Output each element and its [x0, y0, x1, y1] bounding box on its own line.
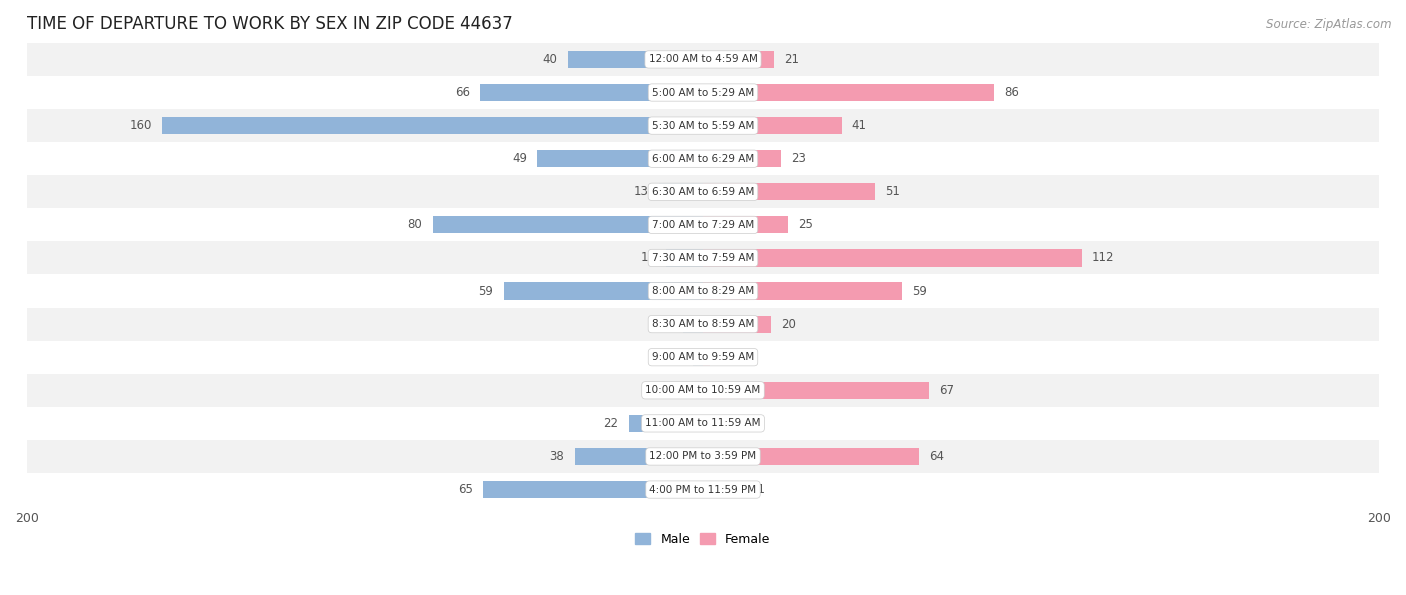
Bar [683, 315, 703, 333]
Bar [703, 150, 780, 167]
Text: 160: 160 [129, 119, 152, 132]
Text: 20: 20 [780, 318, 796, 331]
Text: 21: 21 [785, 53, 799, 66]
Text: 11: 11 [641, 252, 655, 264]
Text: 9:00 AM to 9:59 AM: 9:00 AM to 9:59 AM [652, 352, 754, 362]
Text: 12:00 AM to 4:59 AM: 12:00 AM to 4:59 AM [648, 54, 758, 64]
Bar [703, 183, 876, 201]
Bar [575, 448, 703, 465]
Bar [696, 382, 703, 399]
Text: 38: 38 [550, 450, 564, 463]
Bar [162, 117, 703, 134]
Text: TIME OF DEPARTURE TO WORK BY SEX IN ZIP CODE 44637: TIME OF DEPARTURE TO WORK BY SEX IN ZIP … [27, 15, 513, 33]
Bar [537, 150, 703, 167]
Text: 10:00 AM to 10:59 AM: 10:00 AM to 10:59 AM [645, 386, 761, 395]
Bar [27, 407, 1379, 440]
Bar [27, 341, 1379, 374]
Text: 112: 112 [1091, 252, 1114, 264]
Bar [703, 448, 920, 465]
Bar [703, 415, 730, 432]
Bar [27, 242, 1379, 274]
Text: 25: 25 [797, 218, 813, 231]
Bar [27, 374, 1379, 407]
Bar [703, 382, 929, 399]
Text: 8:00 AM to 8:29 AM: 8:00 AM to 8:29 AM [652, 286, 754, 296]
Bar [703, 481, 740, 498]
Text: 49: 49 [512, 152, 527, 165]
Bar [703, 216, 787, 233]
Bar [27, 142, 1379, 176]
Text: 64: 64 [929, 450, 945, 463]
Text: 6: 6 [665, 318, 672, 331]
Text: 11: 11 [751, 483, 765, 496]
Text: 5:00 AM to 5:29 AM: 5:00 AM to 5:29 AM [652, 87, 754, 98]
Bar [27, 208, 1379, 242]
Text: 11:00 AM to 11:59 AM: 11:00 AM to 11:59 AM [645, 418, 761, 428]
Bar [27, 76, 1379, 109]
Text: 12:00 PM to 3:59 PM: 12:00 PM to 3:59 PM [650, 452, 756, 462]
Text: 3: 3 [675, 350, 683, 364]
Text: 51: 51 [886, 185, 900, 198]
Bar [27, 274, 1379, 308]
Text: 6:30 AM to 6:59 AM: 6:30 AM to 6:59 AM [652, 187, 754, 197]
Bar [568, 51, 703, 68]
Bar [703, 249, 1081, 267]
Text: Source: ZipAtlas.com: Source: ZipAtlas.com [1267, 18, 1392, 31]
Text: 2: 2 [720, 350, 727, 364]
Bar [479, 84, 703, 101]
Text: 8: 8 [740, 417, 748, 430]
Bar [27, 440, 1379, 473]
Text: 4:00 PM to 11:59 PM: 4:00 PM to 11:59 PM [650, 484, 756, 494]
Legend: Male, Female: Male, Female [630, 528, 776, 551]
Text: 7:00 AM to 7:29 AM: 7:00 AM to 7:29 AM [652, 220, 754, 230]
Text: 86: 86 [1004, 86, 1019, 99]
Bar [484, 481, 703, 498]
Bar [433, 216, 703, 233]
Text: 80: 80 [408, 218, 422, 231]
Bar [703, 84, 994, 101]
Text: 8:30 AM to 8:59 AM: 8:30 AM to 8:59 AM [652, 319, 754, 329]
Text: 66: 66 [454, 86, 470, 99]
Bar [27, 176, 1379, 208]
Bar [703, 283, 903, 300]
Bar [666, 249, 703, 267]
Bar [703, 117, 842, 134]
Text: 67: 67 [939, 384, 955, 397]
Text: 5:30 AM to 5:59 AM: 5:30 AM to 5:59 AM [652, 121, 754, 131]
Bar [703, 51, 773, 68]
Bar [27, 109, 1379, 142]
Bar [703, 349, 710, 366]
Bar [703, 315, 770, 333]
Text: 6:00 AM to 6:29 AM: 6:00 AM to 6:29 AM [652, 154, 754, 164]
Text: 7:30 AM to 7:59 AM: 7:30 AM to 7:59 AM [652, 253, 754, 263]
Bar [27, 473, 1379, 506]
Text: 41: 41 [852, 119, 866, 132]
Text: 59: 59 [912, 284, 928, 298]
Text: 2: 2 [679, 384, 686, 397]
Text: 13: 13 [634, 185, 650, 198]
Text: 59: 59 [478, 284, 494, 298]
Bar [503, 283, 703, 300]
Bar [693, 349, 703, 366]
Text: 22: 22 [603, 417, 619, 430]
Text: 23: 23 [792, 152, 806, 165]
Text: 65: 65 [458, 483, 474, 496]
Bar [27, 308, 1379, 341]
Bar [27, 43, 1379, 76]
Bar [659, 183, 703, 201]
Text: 40: 40 [543, 53, 558, 66]
Bar [628, 415, 703, 432]
